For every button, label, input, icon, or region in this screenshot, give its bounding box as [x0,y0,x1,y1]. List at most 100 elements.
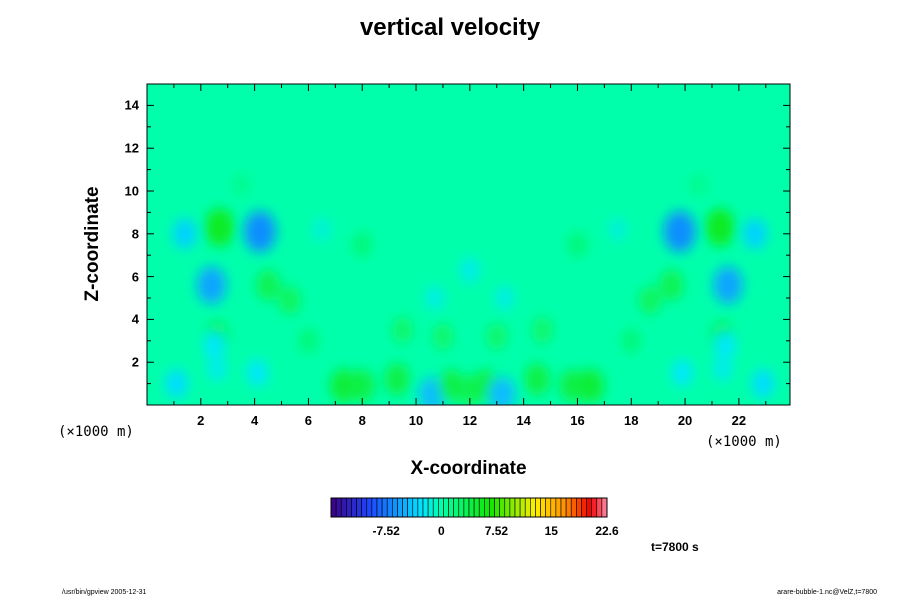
field-feature-25 [495,285,515,311]
field-feature-46 [232,173,250,196]
colorbar-swatch [489,497,495,518]
colorbar-swatch [570,497,577,518]
y-tick-label: 6 [131,269,139,285]
colorbar-swatch [591,497,598,518]
colorbar-swatch [509,497,516,518]
field-feature-45 [608,217,627,242]
field-feature-40 [712,356,733,382]
field-feature-29 [531,316,553,344]
field-feature-13 [384,363,410,396]
x-tick-label: 16 [570,413,585,428]
x-tick-label: 20 [677,413,693,428]
field-feature-35 [743,218,767,250]
x-tick-label: 10 [408,413,424,428]
colorbar-tick-label: 0 [437,524,445,538]
colorbar-swatch [514,497,521,518]
x-tick-label: 22 [731,413,747,428]
y-tick-label: 12 [124,140,139,156]
colorbar-swatch [438,497,444,518]
field-feature-36 [713,266,743,305]
y-tick-label: 4 [131,311,139,327]
field-feature-30 [486,323,508,351]
footer-right: arare-bubble-1.nc@VelZ,t=7800 [777,589,877,596]
field-feature-12 [349,369,375,402]
y-tick-label: 8 [131,226,139,242]
field-feature-33 [705,208,735,247]
field-feature-5 [203,331,225,359]
colorbar-swatch [417,497,424,518]
field-feature-3 [196,266,227,305]
field-feature-7 [207,356,227,382]
field-feature-2 [172,218,197,250]
field-feature-32 [621,328,642,354]
colorbar-swatch [540,497,546,518]
colorbar-swatch [422,497,429,518]
colorbar-swatch [407,497,414,518]
colorbar-tick-label: -7.52 [372,524,400,538]
colorbar-swatch [412,497,419,518]
colorbar-tick-label: 15 [544,524,558,538]
y-tick-label: 2 [131,354,139,370]
colorbar-swatch [555,497,562,518]
x-tick-label: 14 [516,413,531,428]
velocity-field [165,173,775,405]
colorbar-swatch [392,497,398,518]
field-feature-44 [312,217,331,242]
field-feature-15 [438,369,464,402]
colorbar-swatch [356,497,362,518]
colorbar-tick-label: 22.6 [595,524,619,538]
colorbar-swatch [453,497,460,518]
field-feature-0 [204,208,235,247]
colorbar-swatch [484,497,490,518]
plot-frame [146,83,791,406]
colorbar-swatch [386,497,393,518]
colorbar-swatch [376,497,383,518]
field-feature-28 [567,231,588,258]
field-feature-21 [577,368,605,403]
colorbar-swatch [448,497,454,518]
colorbar-swatch [494,497,500,518]
field-feature-39 [751,369,775,398]
colorbar-swatch [581,497,587,518]
field-feature-19 [524,363,550,396]
x-axis-label: X-coordinate [410,458,527,479]
colorbar-swatch [576,497,582,518]
colorbar-swatch [519,497,526,518]
field-feature-8 [246,359,268,387]
footer-left: /usr/bin/gpview 2005-12-31 [62,589,147,596]
colorbar-swatch [346,497,352,518]
colorbar-swatch [340,497,347,518]
field-feature-41 [671,359,693,387]
x-tick-label: 8 [358,413,366,428]
colorbar-swatch [601,497,608,518]
x-scale-note-right: (×1000 m) [706,434,782,450]
field-feature-22 [392,316,414,344]
field-feature-10 [278,285,301,315]
colorbar-swatch [381,497,388,518]
x-tick-label: 6 [304,413,313,428]
colorbar-swatch [463,497,470,518]
colorbar-swatch [427,497,434,518]
field-feature-6 [165,369,188,398]
field-feature-11 [330,368,357,403]
colorbar-swatch [432,497,439,518]
chart-title: vertical velocity [359,14,541,41]
plot-background [147,84,790,405]
colorbar-swatch [565,497,572,518]
colorbar-swatch [335,497,342,518]
axis-ticks [147,84,790,405]
colorbar-frame [330,497,608,518]
colorbar-swatch [499,497,506,518]
x-tick-label: 2 [197,413,205,428]
colorbar-swatch [402,497,408,518]
field-feature-1 [243,210,277,253]
colorbar-swatch [550,497,557,518]
colorbar-swatch [351,497,357,518]
colorbar-swatch [366,497,373,518]
field-feature-26 [432,323,454,351]
colorbar-swatch [545,497,552,518]
colorbar-swatch [560,497,567,518]
field-feature-47 [689,173,708,196]
colorbar-swatch [530,497,536,518]
